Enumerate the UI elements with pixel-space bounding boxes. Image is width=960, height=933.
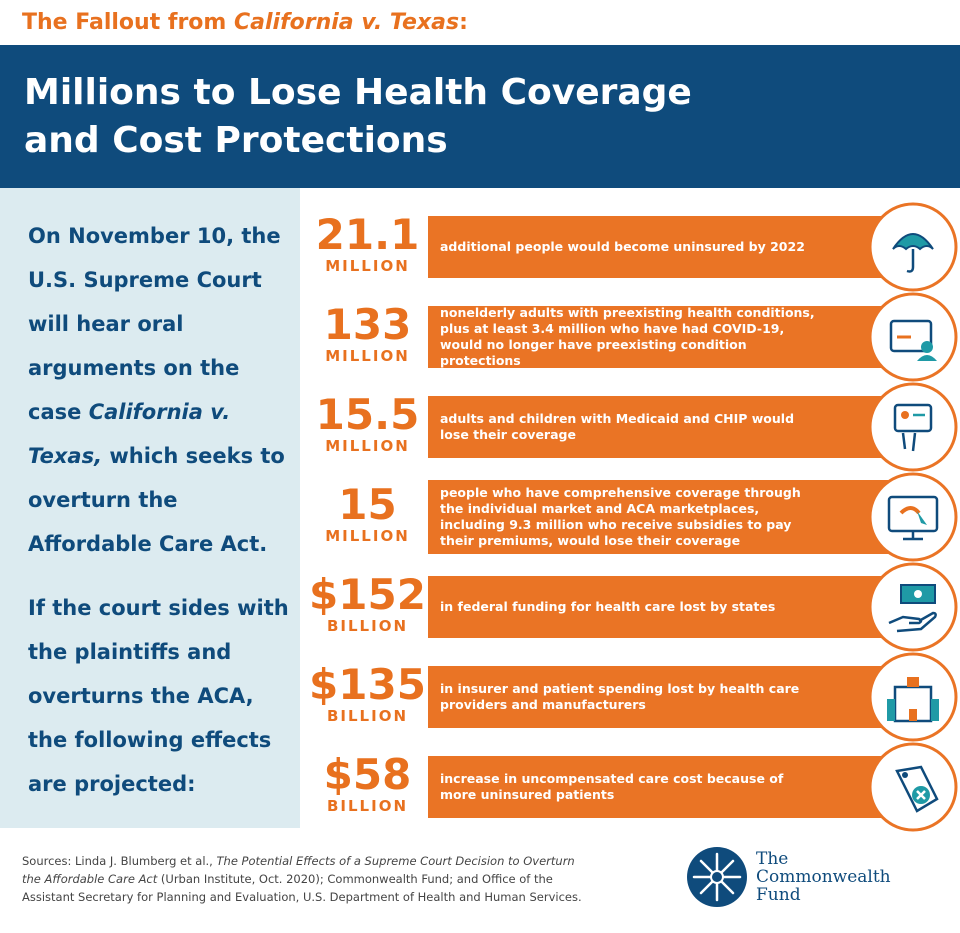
effect-icon <box>868 742 958 832</box>
intro-paragraph: If the court sides with the plaintiffs a… <box>28 586 290 806</box>
unit: BILLION <box>326 797 409 815</box>
unit: MILLION <box>325 347 410 365</box>
number: 15.5 <box>315 390 420 439</box>
effect-number: $135 BILLION <box>305 660 430 726</box>
effect-icon <box>868 202 958 292</box>
effect-bar: in federal funding for health care lost … <box>428 576 902 638</box>
effect-icon <box>868 562 958 652</box>
number: $58 <box>323 750 412 799</box>
title: Millions to Lose Health Coverage <box>24 72 692 113</box>
text-segment: California v. Texas, <box>28 400 231 468</box>
logo-text: Fund <box>756 885 801 905</box>
text-segment: The Potential Effects of a Supreme Court… <box>22 854 575 886</box>
number: $135 <box>309 660 426 709</box>
effect-icon <box>868 382 958 472</box>
effect-bar: adults and children with Medicaid and CH… <box>428 396 902 458</box>
text-segment: The Fallout from <box>22 10 234 35</box>
text-segment: (Urban Institute, Oct. 2020); Commonweal… <box>22 872 582 904</box>
logo-text: Commonwealth <box>756 867 891 887</box>
effect-number: 21.1 MILLION <box>305 210 430 276</box>
text-segment: If the court sides with the plaintiffs a… <box>28 596 289 796</box>
unit: BILLION <box>326 707 409 725</box>
number: $152 <box>309 570 426 619</box>
effect-bar: additional people would become uninsured… <box>428 216 902 278</box>
intro-panel <box>0 188 300 828</box>
effect-bar: people who have comprehensive coverage t… <box>428 480 902 554</box>
effect-number: 15.5 MILLION <box>305 390 430 456</box>
effect-number: 15 MILLION <box>305 480 430 546</box>
effect-number: $152 BILLION <box>305 570 430 636</box>
unit: MILLION <box>325 437 410 455</box>
logo-text: The <box>756 849 789 869</box>
number: 133 <box>323 300 412 349</box>
title: and Cost Protections <box>24 120 448 161</box>
effect-bar: nonelderly adults with preexisting healt… <box>428 305 902 368</box>
number: 21.1 <box>315 210 420 259</box>
unit: MILLION <box>325 257 410 275</box>
effect-bar: increase in uncompensated care cost beca… <box>428 756 902 818</box>
effect-icon <box>868 652 958 742</box>
number: 15 <box>338 480 397 529</box>
effect-number: $58 BILLION <box>305 750 430 816</box>
text-segment: On November 10, the U.S. Supreme Court w… <box>28 224 281 424</box>
text-segment: California v. Texas <box>234 10 460 35</box>
unit: MILLION <box>325 527 410 545</box>
effect-icon <box>868 472 958 562</box>
title-band <box>0 45 960 188</box>
kicker: The Fallout from California v. Texas: <box>22 10 468 35</box>
text-segment: which seeks to overturn the Affordable C… <box>28 444 285 556</box>
effect-bar: in insurer and patient spending lost by … <box>428 666 902 728</box>
text-segment: : <box>459 10 468 35</box>
effect-number: 133 MILLION <box>305 300 430 366</box>
logo-mark <box>687 847 747 907</box>
intro-paragraph: On November 10, the U.S. Supreme Court w… <box>28 214 290 566</box>
sources: Sources: Linda J. Blumberg et al., The P… <box>22 852 592 906</box>
effect-icon <box>868 292 958 382</box>
text-segment: Sources: Linda J. Blumberg et al., <box>22 854 217 868</box>
unit: BILLION <box>326 617 409 635</box>
